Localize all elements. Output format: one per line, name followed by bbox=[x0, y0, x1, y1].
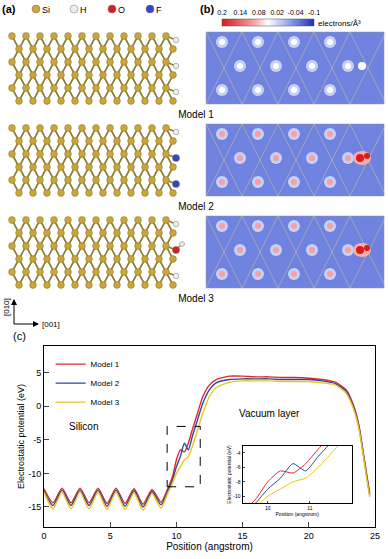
svg-text:electrons/Å³: electrons/Å³ bbox=[318, 19, 361, 28]
svg-text:-8: -8 bbox=[236, 479, 241, 485]
svg-text:0: 0 bbox=[36, 401, 41, 411]
svg-text:Model 2: Model 2 bbox=[178, 201, 214, 212]
svg-text:0: 0 bbox=[41, 531, 46, 541]
svg-text:-10: -10 bbox=[233, 493, 240, 499]
svg-text:(c): (c) bbox=[13, 330, 26, 342]
svg-text:11: 11 bbox=[307, 505, 312, 511]
svg-text:5: 5 bbox=[108, 531, 113, 541]
svg-text:-5: -5 bbox=[33, 435, 41, 445]
svg-text:0.08: 0.08 bbox=[252, 9, 266, 16]
svg-text:20: 20 bbox=[304, 531, 314, 541]
svg-text:-6: -6 bbox=[236, 464, 241, 470]
svg-text:-0.1: -0.1 bbox=[308, 9, 320, 16]
svg-text:Electrostatic potential (eV): Electrostatic potential (eV) bbox=[226, 445, 232, 504]
svg-text:Model 1: Model 1 bbox=[178, 109, 214, 120]
svg-text:Model 3: Model 3 bbox=[91, 398, 120, 407]
svg-text:0.02: 0.02 bbox=[270, 9, 284, 16]
svg-text:[001]: [001] bbox=[42, 320, 60, 329]
svg-text:Model 2: Model 2 bbox=[91, 379, 120, 388]
svg-text:-0.04: -0.04 bbox=[288, 9, 304, 16]
svg-text:(a): (a) bbox=[2, 3, 16, 15]
svg-text:10: 10 bbox=[265, 505, 271, 511]
svg-text:5: 5 bbox=[36, 368, 41, 378]
svg-text:-10: -10 bbox=[28, 469, 41, 479]
svg-text:-15: -15 bbox=[28, 502, 41, 512]
svg-text:25: 25 bbox=[370, 531, 380, 541]
svg-text:Position (angstrom): Position (angstrom) bbox=[276, 511, 320, 517]
svg-text:O: O bbox=[118, 5, 125, 15]
svg-text:0.14: 0.14 bbox=[234, 9, 248, 16]
svg-text:-4: -4 bbox=[236, 450, 241, 456]
svg-text:Model 3: Model 3 bbox=[178, 293, 214, 304]
svg-text:Electrostatic potential (eV): Electrostatic potential (eV) bbox=[16, 384, 26, 489]
svg-text:H: H bbox=[80, 5, 87, 15]
svg-text:0.2: 0.2 bbox=[217, 9, 227, 16]
svg-text:Position (angstrom): Position (angstrom) bbox=[166, 541, 253, 552]
svg-text:Vacuum layer: Vacuum layer bbox=[239, 408, 300, 419]
svg-text:Silicon: Silicon bbox=[69, 421, 98, 432]
svg-text:F: F bbox=[156, 5, 162, 15]
svg-text:Model 1: Model 1 bbox=[91, 360, 120, 369]
svg-text:[010]: [010] bbox=[2, 298, 11, 316]
svg-text:10: 10 bbox=[171, 531, 181, 541]
svg-text:(b): (b) bbox=[200, 3, 214, 15]
svg-text:15: 15 bbox=[238, 531, 248, 541]
svg-text:Si: Si bbox=[42, 5, 50, 15]
